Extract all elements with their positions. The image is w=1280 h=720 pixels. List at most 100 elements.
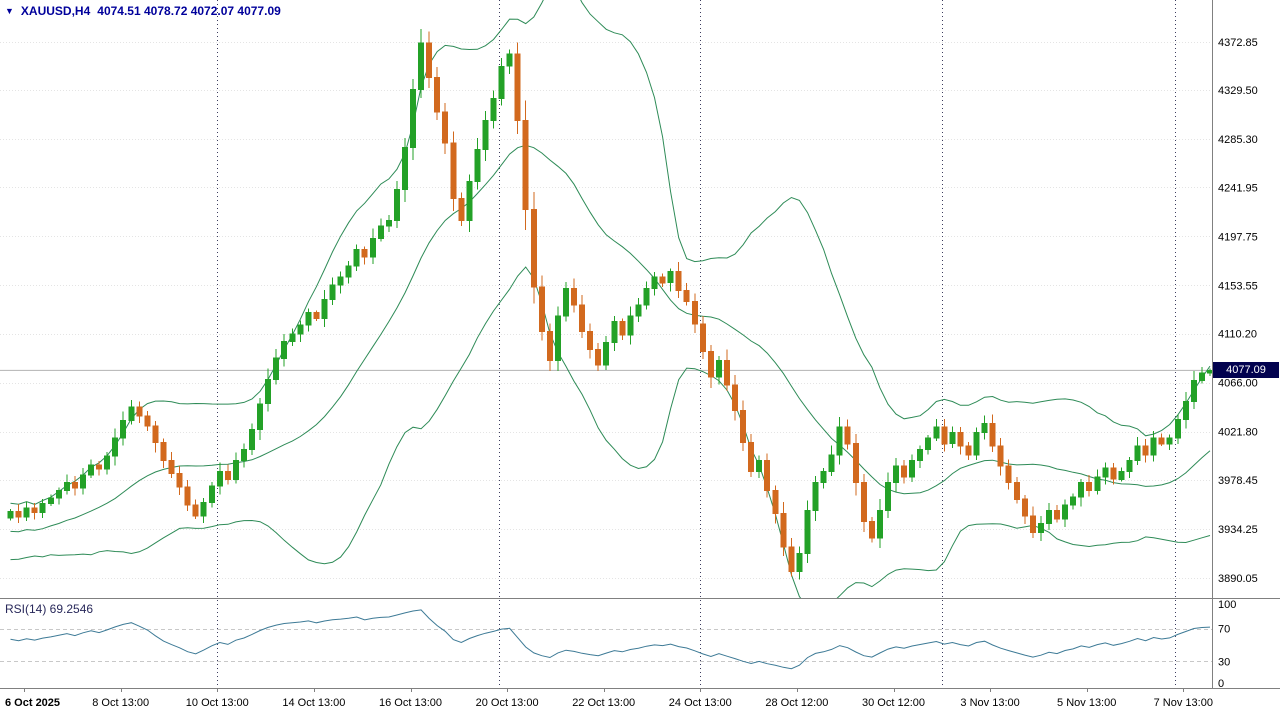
rsi-axis-label: 70 <box>1218 624 1230 636</box>
candle-up <box>562 287 569 317</box>
candle-up <box>635 304 642 317</box>
price-axis-label: 4021.80 <box>1218 427 1258 439</box>
candle-down <box>152 425 159 444</box>
candle-down <box>546 331 553 362</box>
candle-down <box>1142 445 1149 456</box>
candle-up <box>1182 401 1189 420</box>
candle-up <box>1078 482 1085 498</box>
candle-down <box>868 520 875 539</box>
candle-down <box>1021 498 1028 517</box>
candle-down <box>780 513 787 548</box>
candle-down <box>184 486 191 506</box>
time-axis-label: 3 Nov 13:00 <box>960 697 1019 709</box>
candle-up <box>200 502 207 517</box>
candle-down <box>941 426 948 445</box>
candle-up <box>836 426 843 456</box>
candle-up <box>329 284 336 300</box>
candle-up <box>377 225 384 239</box>
candle-down <box>1029 515 1036 534</box>
candle-up <box>804 509 811 555</box>
candle-down <box>852 443 859 484</box>
price-axis[interactable]: 4372.85 4329.50 4285.30 4241.95 4197.75 4153.… <box>1218 37 1258 585</box>
candle-up <box>249 428 255 450</box>
candle-down <box>707 351 714 378</box>
candle-up <box>240 448 247 461</box>
ohlc-quote-label: 4074.51 4078.72 4072.07 4077.09 <box>97 4 281 18</box>
time-axis[interactable]: 6 Oct 2025 8 Oct 13:00 10 Oct 13:00 14 Oct … <box>5 688 1213 709</box>
candle-up <box>1134 445 1141 461</box>
candle-down <box>740 409 747 444</box>
candle-up <box>820 471 827 484</box>
candle-up <box>917 448 924 461</box>
candle-up <box>884 482 891 511</box>
candle-down <box>579 304 586 332</box>
candle-down <box>764 459 771 491</box>
candle-up <box>321 298 328 319</box>
rsi-axis-label: 30 <box>1218 656 1230 668</box>
candle-up <box>273 357 280 380</box>
candle-down <box>659 276 666 284</box>
price-axis-label: 4153.55 <box>1218 281 1258 293</box>
candle-down <box>675 271 682 292</box>
candle-up <box>208 485 215 504</box>
candle-down <box>723 360 730 386</box>
candle-up <box>104 455 111 470</box>
candle-up <box>715 360 722 378</box>
candle-up <box>112 437 119 457</box>
candle-up <box>393 189 400 222</box>
rsi-axis[interactable]: 100 70 30 0 <box>1218 599 1236 690</box>
time-axis-label: 7 Nov 13:00 <box>1154 697 1213 709</box>
candle-up <box>498 65 505 100</box>
time-axis-label: 22 Oct 13:00 <box>572 697 635 709</box>
candle-down <box>168 459 175 475</box>
candle-up <box>410 89 416 148</box>
rsi-axis-label: 100 <box>1218 599 1236 611</box>
candle-up <box>418 42 425 90</box>
candle-up <box>39 503 46 514</box>
candle-down <box>522 120 529 210</box>
candle-down <box>96 464 103 470</box>
candle-up <box>603 342 610 366</box>
candle-down <box>619 321 626 336</box>
bollinger-bands <box>10 0 1211 598</box>
candle-down <box>361 248 368 258</box>
candle-up <box>265 378 272 405</box>
candle-up <box>1094 476 1101 491</box>
candle-up <box>490 98 497 122</box>
candle-down <box>530 209 537 288</box>
candle-up <box>1102 467 1109 478</box>
candle-up <box>643 287 650 306</box>
candle-down <box>732 384 738 411</box>
candle-down <box>595 348 602 366</box>
candle-up <box>828 454 835 472</box>
candle-down <box>788 546 795 572</box>
candle-down <box>192 504 199 517</box>
bollinger-middle-band <box>10 144 1211 533</box>
candle-down <box>71 482 78 489</box>
candle-up <box>120 419 127 439</box>
candle-down <box>450 142 457 199</box>
candle-up <box>385 220 392 227</box>
candle-down <box>434 76 441 113</box>
candle-up <box>281 341 288 359</box>
time-axis-label: 30 Oct 12:00 <box>862 697 925 709</box>
candle-up <box>232 459 239 480</box>
candle-up <box>401 146 408 191</box>
candle-up <box>1062 504 1069 520</box>
candle-down <box>1110 467 1117 480</box>
candle-down <box>514 53 521 122</box>
candle-up <box>88 464 94 476</box>
price-axis-label: 3978.45 <box>1218 475 1258 487</box>
candle-up <box>297 324 304 335</box>
candle-down <box>772 489 779 515</box>
candle-up <box>812 482 819 511</box>
candle-down <box>901 465 908 478</box>
candle-up <box>1045 509 1052 525</box>
candle-up <box>353 248 360 267</box>
candle-down <box>691 301 698 325</box>
candle-down <box>587 331 594 350</box>
candle-up <box>1118 471 1125 480</box>
candle-up <box>909 459 916 478</box>
